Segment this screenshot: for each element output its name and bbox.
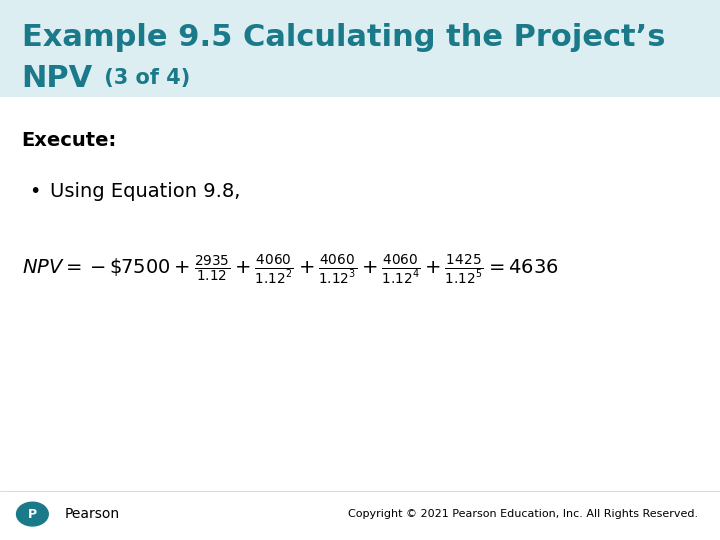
Circle shape — [17, 502, 48, 526]
Text: Example 9.5 Calculating the Project’s: Example 9.5 Calculating the Project’s — [22, 23, 665, 52]
Text: P: P — [28, 508, 37, 521]
Text: Execute:: Execute: — [22, 131, 117, 150]
Text: •: • — [29, 182, 40, 201]
Text: Pearson: Pearson — [65, 507, 120, 521]
Text: Using Equation 9.8,: Using Equation 9.8, — [50, 182, 240, 201]
Text: (3 of 4): (3 of 4) — [97, 68, 191, 89]
Text: $\mathit{NPV} = -\$7500 + \frac{2935}{1.12} + \frac{4060}{1.12^2} + \frac{4060}{: $\mathit{NPV} = -\$7500 + \frac{2935}{1.… — [22, 254, 558, 286]
FancyBboxPatch shape — [0, 0, 720, 97]
Text: Copyright © 2021 Pearson Education, Inc. All Rights Reserved.: Copyright © 2021 Pearson Education, Inc.… — [348, 509, 698, 519]
Text: NPV: NPV — [22, 64, 93, 93]
